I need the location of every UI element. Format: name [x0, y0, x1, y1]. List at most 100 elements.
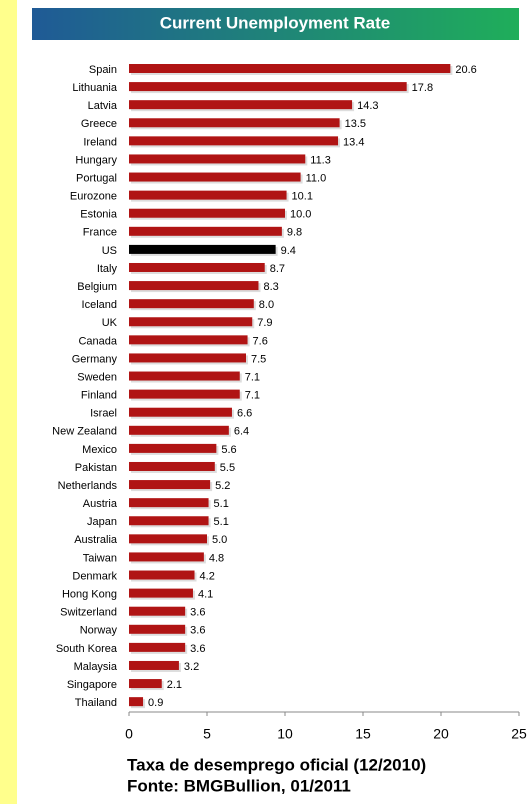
bar [129, 480, 211, 490]
chart-title: Current Unemployment Rate [160, 13, 390, 32]
bar [129, 552, 204, 562]
bar [129, 118, 340, 128]
value-label: 5.1 [214, 516, 229, 528]
value-label: 8.7 [270, 263, 285, 275]
bar [129, 154, 306, 164]
value-label: 8.3 [263, 281, 278, 293]
y-tick-label: Israel [90, 408, 117, 420]
value-label: 5.0 [212, 534, 227, 546]
y-tick-label: UK [102, 317, 118, 329]
value-label: 7.1 [245, 371, 260, 383]
value-label: 6.4 [234, 426, 249, 438]
value-label: 3.6 [190, 625, 205, 637]
value-label: 0.9 [148, 697, 163, 709]
y-tick-label: Austria [83, 498, 118, 510]
bar [129, 244, 276, 254]
bar [129, 262, 265, 272]
y-tick-label: Greece [81, 118, 117, 130]
y-tick-label: Finland [81, 390, 117, 402]
y-tick-label: Thailand [75, 697, 117, 709]
value-label: 5.6 [221, 444, 236, 456]
bar [129, 642, 186, 652]
y-tick-label: France [83, 227, 117, 239]
bar [129, 64, 451, 73]
bar [129, 208, 285, 218]
bar [129, 136, 339, 146]
y-tick-label: US [102, 245, 117, 257]
y-tick-label: Lithuania [72, 82, 118, 94]
y-tick-label: Norway [80, 625, 118, 637]
value-label: 7.6 [253, 335, 268, 347]
value-label: 10.0 [290, 209, 311, 221]
y-tick-label: Mexico [82, 444, 117, 456]
value-label: 10.1 [292, 191, 313, 203]
y-tick-label: Ireland [83, 136, 117, 148]
y-tick-label: Taiwan [83, 552, 117, 564]
value-label: 7.9 [257, 317, 272, 329]
y-tick-label: Singapore [67, 679, 117, 691]
value-label: 3.6 [190, 643, 205, 655]
bar [129, 226, 282, 236]
y-tick-label: Iceland [82, 299, 117, 311]
bar [129, 190, 287, 200]
bar [129, 516, 209, 526]
value-label: 11.0 [306, 172, 327, 184]
bar [129, 624, 186, 634]
y-tick-label: Australia [74, 534, 118, 546]
y-tick-label: Netherlands [58, 480, 118, 492]
x-tick-label: 15 [355, 726, 371, 742]
value-label: 9.8 [287, 227, 302, 239]
bar [129, 353, 246, 363]
y-tick-label: Latvia [88, 100, 118, 112]
y-tick-label: Italy [97, 263, 118, 275]
value-label: 4.2 [200, 570, 215, 582]
value-label: 11.3 [310, 154, 331, 166]
value-label: 8.0 [259, 299, 274, 311]
side-strip [0, 0, 17, 804]
x-tick-label: 20 [433, 726, 449, 742]
y-tick-label: Hungary [75, 154, 117, 166]
value-label: 5.2 [215, 480, 230, 492]
bar [129, 425, 229, 435]
y-tick-label: Japan [87, 516, 117, 528]
value-label: 17.8 [412, 82, 433, 94]
x-tick-label: 25 [511, 726, 527, 742]
value-label: 5.5 [220, 462, 235, 474]
value-label: 4.1 [198, 589, 213, 601]
bar [129, 407, 232, 417]
bar [129, 172, 301, 182]
value-label: 13.4 [343, 136, 364, 148]
y-tick-label: Portugal [76, 172, 117, 184]
value-label: 3.2 [184, 661, 199, 673]
bar [129, 317, 253, 327]
bar [129, 281, 259, 291]
bar [129, 461, 215, 471]
bar [129, 570, 195, 580]
value-label: 3.6 [190, 607, 205, 619]
bar [129, 534, 207, 544]
bar [129, 299, 254, 309]
x-tick-label: 10 [277, 726, 293, 742]
bar [129, 660, 179, 670]
y-tick-label: Spain [89, 64, 117, 76]
bar [129, 697, 144, 707]
bar [129, 588, 193, 598]
bar [129, 679, 162, 689]
title-banner [32, 8, 519, 40]
y-tick-label: Pakistan [75, 462, 117, 474]
x-tick-label: 5 [203, 726, 211, 742]
value-label: 4.8 [209, 552, 224, 564]
y-tick-label: Sweden [77, 371, 117, 383]
y-tick-label: Estonia [80, 209, 118, 221]
y-tick-label: Canada [78, 335, 117, 347]
bar [129, 100, 353, 110]
y-tick-label: New Zealand [52, 426, 117, 438]
y-tick-label: Belgium [77, 281, 117, 293]
bar [129, 443, 217, 453]
bar [129, 606, 186, 616]
bar [129, 498, 209, 508]
y-tick-label: Switzerland [60, 607, 117, 619]
y-tick-label: Denmark [72, 570, 117, 582]
y-tick-label: Eurozone [70, 191, 117, 203]
